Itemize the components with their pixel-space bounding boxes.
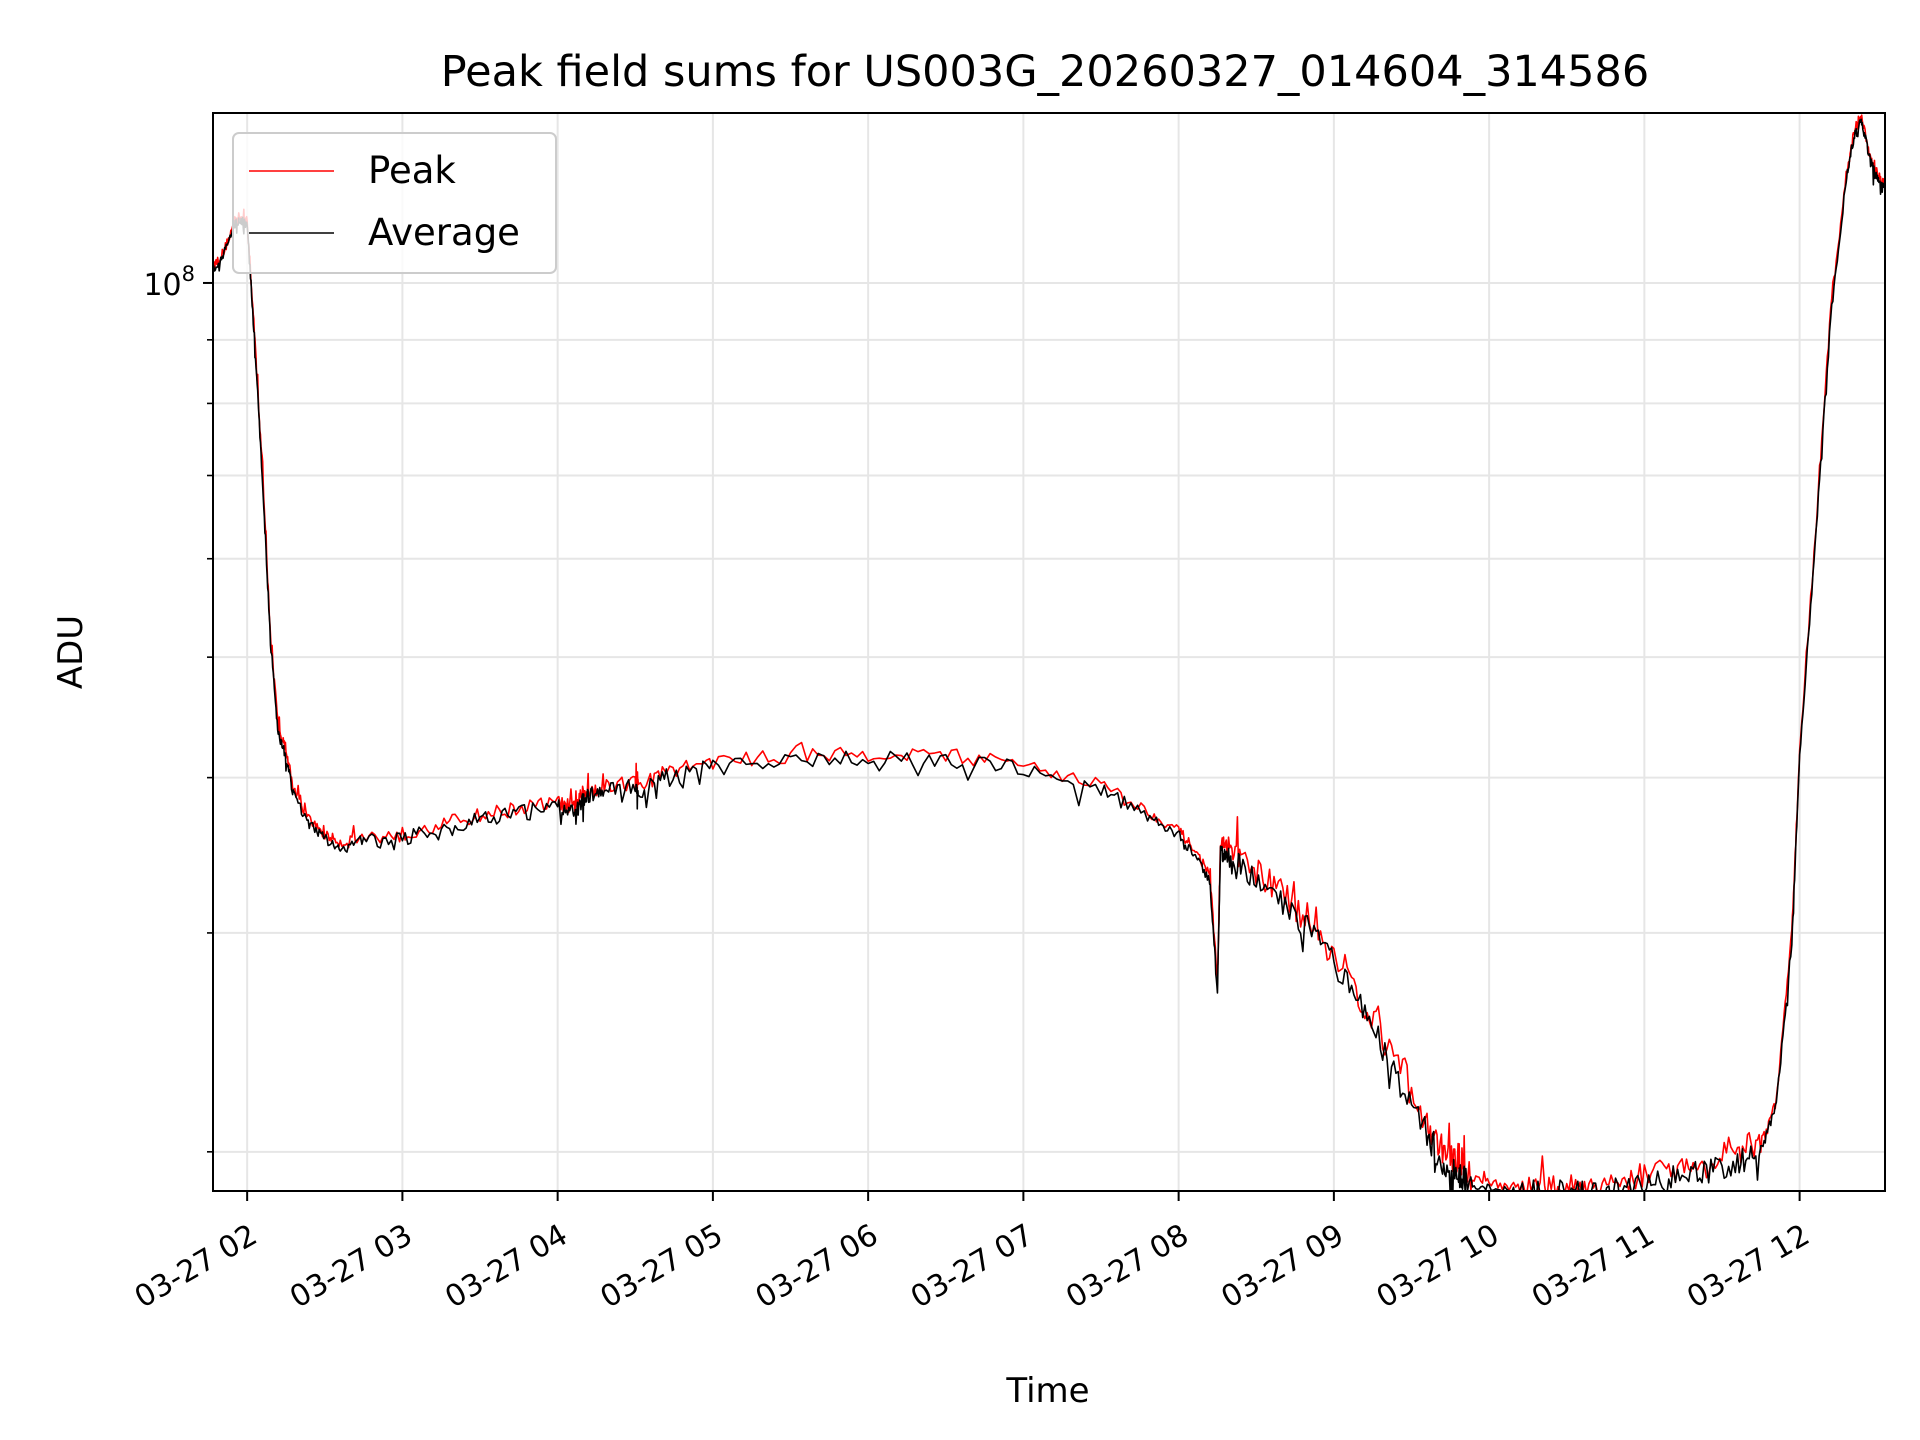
- x-axis-label: Time: [1005, 1371, 1089, 1411]
- legend-box: [232, 132, 557, 274]
- legend-label-average: Average: [368, 211, 520, 254]
- plot-area: [213, 114, 1885, 1191]
- series-line-peak: [213, 114, 1885, 1191]
- series-average: [213, 118, 1885, 1191]
- grid-lines: [213, 113, 1885, 1191]
- y-tick-label: 108: [143, 262, 195, 303]
- series-layer: [213, 114, 1885, 1191]
- chart-title: Peak field sums for US003G_20260327_0146…: [441, 47, 1649, 97]
- plot-frame: [212, 112, 1886, 1192]
- legend: Peak Average: [232, 132, 557, 274]
- y-axis-label: ADU: [51, 615, 91, 689]
- series-peak: [213, 114, 1885, 1191]
- series-line-average: [213, 118, 1885, 1191]
- legend-label-peak: Peak: [368, 149, 456, 192]
- y-axis-ticks: 108: [143, 262, 213, 1153]
